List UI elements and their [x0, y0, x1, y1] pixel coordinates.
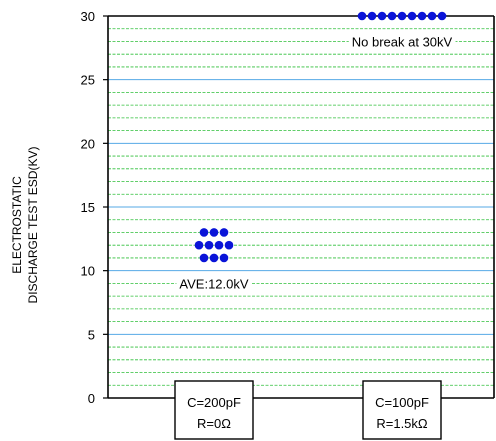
annotation-text: AVE:12.0kV: [179, 276, 248, 291]
data-point: [209, 253, 219, 263]
y-tick-label: 25: [81, 73, 95, 88]
y-tick-label: 0: [88, 391, 95, 406]
data-point: [367, 11, 377, 21]
data-points: [194, 11, 447, 263]
test-condition-boxes: C=200pF R=0Ω C=100pF R=1.5kΩ: [174, 380, 442, 440]
y-axis-title: ELECTROSTATIC DISCHARGE TEST ESD(KV): [10, 147, 40, 304]
data-point: [194, 240, 204, 250]
y-tick-label: 20: [81, 136, 95, 151]
data-point: [417, 11, 427, 21]
data-point: [437, 11, 447, 21]
condition-capacitance: C=100pF: [375, 395, 429, 410]
annotation: No break at 30kV: [348, 33, 456, 51]
data-point: [214, 240, 224, 250]
annotation-text: No break at 30kV: [352, 34, 453, 49]
condition-box-frame: [362, 380, 442, 440]
condition-resistance: R=1.5kΩ: [376, 416, 428, 431]
condition-box-frame: [174, 380, 254, 440]
annotations: AVE:12.0kV No break at 30kV: [176, 33, 456, 293]
annotation-background: [348, 33, 456, 51]
data-point: [199, 228, 209, 237]
condition-resistance: R=0Ω: [197, 416, 231, 431]
annotation-background: [176, 275, 252, 293]
data-point: [387, 11, 397, 21]
y-tick-label: 10: [81, 264, 95, 279]
test-condition-box: C=100pF R=1.5kΩ: [362, 380, 442, 440]
condition-capacitance: C=200pF: [187, 395, 241, 410]
y-tick-labels: 0 5 10 15 20 25 30: [81, 9, 95, 406]
y-tick-label: 15: [81, 200, 95, 215]
data-point: [427, 11, 437, 21]
y-tick-label: 5: [88, 327, 95, 342]
y-axis-title-line2: DISCHARGE TEST ESD(KV): [26, 147, 40, 304]
data-point: [357, 11, 367, 21]
data-point: [377, 11, 387, 21]
data-point: [219, 228, 229, 237]
data-point: [407, 11, 417, 21]
y-tick-label: 30: [81, 9, 95, 24]
data-point: [209, 228, 219, 237]
annotation: AVE:12.0kV: [176, 275, 252, 293]
data-point: [397, 11, 407, 21]
data-point: [199, 253, 209, 263]
data-point: [204, 240, 214, 250]
data-point: [219, 253, 229, 263]
grid-lines: [108, 28, 494, 386]
test-condition-box: C=200pF R=0Ω: [174, 380, 254, 440]
data-point: [224, 240, 234, 250]
y-axis-title-line1: ELECTROSTATIC: [10, 176, 24, 274]
